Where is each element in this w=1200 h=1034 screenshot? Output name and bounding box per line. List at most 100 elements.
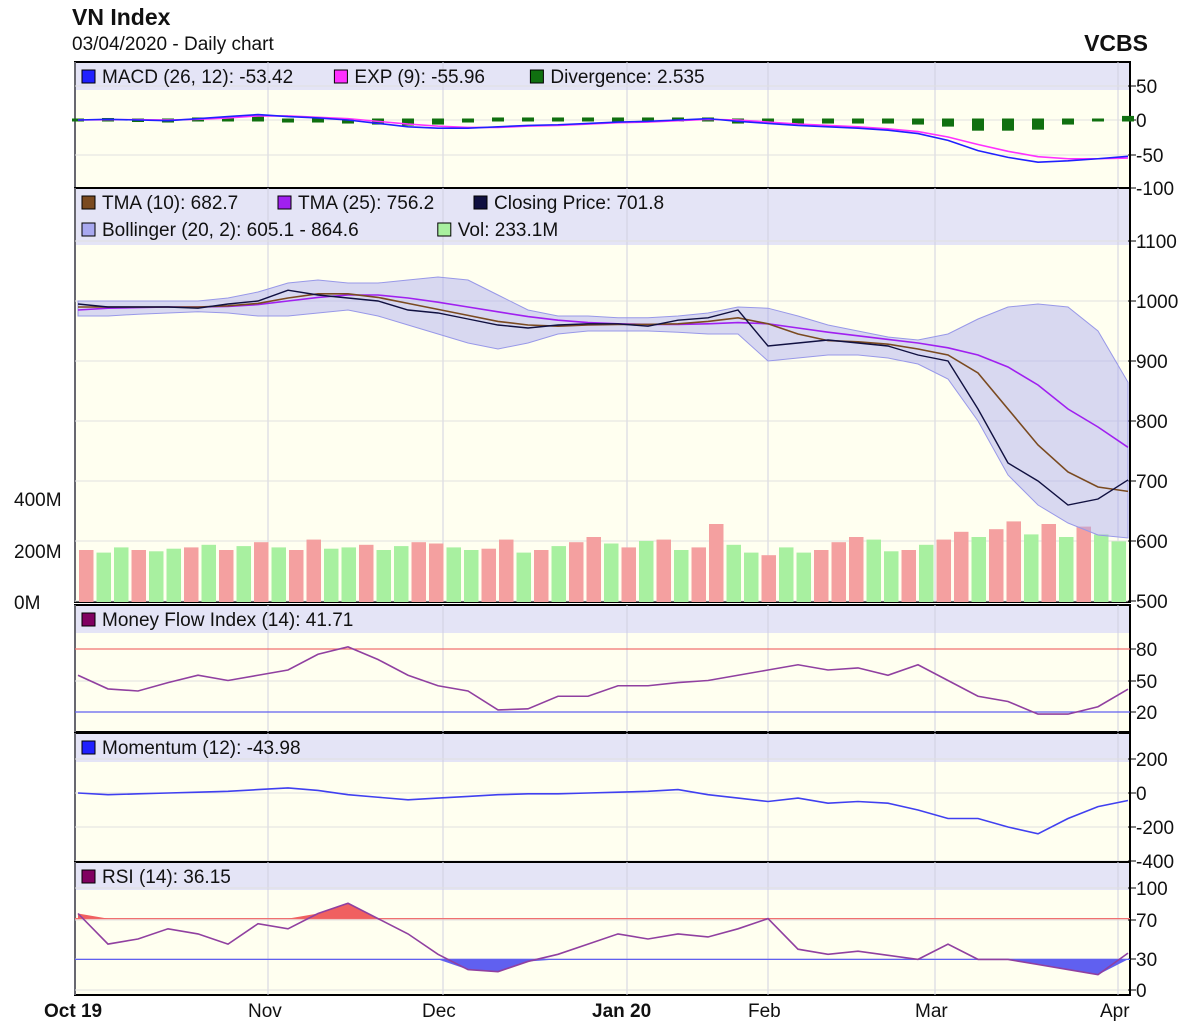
y-tick-label: 0 bbox=[1136, 981, 1147, 1002]
y-tick-label: 70 bbox=[1136, 911, 1157, 932]
divergence-bar bbox=[972, 118, 984, 131]
x-tick-label: Nov bbox=[248, 1001, 282, 1022]
momentum-line bbox=[77, 787, 1129, 835]
volume-tick-label: 200M bbox=[14, 542, 62, 563]
volume-bar bbox=[1059, 537, 1074, 602]
x-tick-label: Mar bbox=[915, 1001, 948, 1022]
legend-label: Divergence: 2.535 bbox=[550, 67, 704, 88]
volume-bar bbox=[989, 529, 1004, 602]
volume-bar bbox=[429, 543, 444, 602]
volume-bar bbox=[849, 537, 864, 602]
volume-bar bbox=[201, 544, 216, 602]
volume-bar bbox=[726, 544, 741, 602]
divergence-bar bbox=[462, 118, 474, 123]
volume-tick-label: 400M bbox=[14, 490, 62, 511]
volume-bar bbox=[551, 546, 566, 602]
chart-subtitle: 03/04/2020 - Daily chart bbox=[72, 34, 274, 55]
volume-bar bbox=[1094, 534, 1109, 602]
divergence-bar bbox=[1062, 118, 1074, 125]
y-tick-label: 700 bbox=[1136, 472, 1168, 493]
volume-bar bbox=[919, 544, 934, 602]
legend-label: MACD (26, 12): -53.42 bbox=[102, 67, 293, 88]
volume-bar bbox=[166, 548, 181, 602]
legend-label: Money Flow Index (14): 41.71 bbox=[102, 610, 353, 631]
y-tick-label: 80 bbox=[1136, 640, 1157, 661]
volume-bar bbox=[359, 544, 374, 602]
volume-bar bbox=[411, 542, 426, 602]
divergence-bar bbox=[1092, 118, 1104, 122]
rsi-line bbox=[77, 902, 1129, 976]
volume-bar bbox=[604, 543, 619, 602]
y-tick-label: 600 bbox=[1136, 532, 1168, 553]
volume-bar bbox=[289, 550, 304, 602]
legend-label: RSI (14): 36.15 bbox=[102, 867, 231, 888]
y-tick-label: 50 bbox=[1136, 77, 1157, 98]
chart-title: VN Index bbox=[72, 4, 171, 30]
y-tick-label: 20 bbox=[1136, 703, 1157, 724]
volume-bar bbox=[761, 555, 776, 602]
momentum-legend-band bbox=[76, 734, 1129, 762]
divergence-bar bbox=[762, 118, 774, 124]
legend-swatch bbox=[81, 740, 96, 755]
volume-bar bbox=[149, 551, 164, 602]
volume-bar bbox=[779, 547, 794, 602]
divergence-bar bbox=[492, 117, 504, 122]
x-tick-label: Apr bbox=[1100, 1001, 1130, 1022]
closing-price-line bbox=[77, 289, 1129, 506]
mfi-legend-band bbox=[76, 606, 1129, 633]
legend-swatch bbox=[81, 612, 96, 627]
volume-bar bbox=[516, 552, 531, 602]
volume-bar bbox=[796, 552, 811, 602]
divergence-bar bbox=[282, 118, 294, 123]
brand-label: VCBS bbox=[1084, 30, 1148, 56]
volume-bar bbox=[236, 546, 251, 602]
volume-bar bbox=[1076, 526, 1091, 602]
rsi-legend-band bbox=[76, 863, 1129, 890]
divergence-bar bbox=[432, 118, 444, 125]
x-tick-label: Oct 19 bbox=[44, 1001, 102, 1022]
volume-bar bbox=[971, 537, 986, 602]
volume-bar bbox=[1006, 521, 1021, 602]
macd-line bbox=[77, 113, 1129, 163]
divergence-bar bbox=[882, 118, 894, 124]
divergence-bar bbox=[552, 117, 564, 122]
price-legend-band bbox=[76, 189, 1129, 245]
volume-bar bbox=[709, 524, 724, 602]
legend-label: Bollinger (20, 2): 605.1 - 864.6 bbox=[102, 220, 359, 241]
legend-swatch bbox=[529, 69, 544, 84]
volume-bar bbox=[1041, 524, 1056, 602]
y-tick-label: -200 bbox=[1136, 818, 1174, 839]
legend-label: Closing Price: 701.8 bbox=[494, 193, 664, 214]
volume-bar bbox=[446, 547, 461, 602]
y-tick-label: -100 bbox=[1136, 179, 1174, 200]
volume-bar bbox=[376, 550, 391, 602]
legend-label: TMA (10): 682.7 bbox=[102, 193, 238, 214]
volume-bar bbox=[656, 539, 671, 602]
y-tick-label: 800 bbox=[1136, 412, 1168, 433]
volume-tick-label: 0M bbox=[14, 593, 40, 614]
volume-bar bbox=[586, 537, 601, 602]
volume-bar bbox=[219, 550, 234, 602]
divergence-bar bbox=[582, 117, 594, 122]
legend-swatch bbox=[473, 195, 488, 210]
legend-label: TMA (25): 756.2 bbox=[298, 193, 434, 214]
x-tick-label: Feb bbox=[748, 1001, 781, 1022]
volume-bar bbox=[744, 552, 759, 602]
volume-bar bbox=[464, 550, 479, 602]
divergence-bar bbox=[912, 118, 924, 125]
divergence-bar bbox=[222, 116, 234, 122]
legend-swatch bbox=[277, 195, 292, 210]
volume-bar bbox=[394, 546, 409, 602]
mfi-line bbox=[77, 646, 1129, 715]
y-tick-label: 1000 bbox=[1136, 292, 1178, 313]
volume-bar bbox=[884, 551, 899, 602]
divergence-bar bbox=[1032, 118, 1044, 130]
y-tick-label: 50 bbox=[1136, 672, 1157, 693]
legend-swatch bbox=[81, 869, 96, 884]
divergence-bar bbox=[942, 118, 954, 127]
volume-bar bbox=[901, 550, 916, 602]
volume-bar bbox=[499, 539, 514, 602]
legend-label: EXP (9): -55.96 bbox=[354, 67, 485, 88]
y-tick-label: 200 bbox=[1136, 750, 1168, 771]
divergence-bar bbox=[312, 118, 324, 123]
